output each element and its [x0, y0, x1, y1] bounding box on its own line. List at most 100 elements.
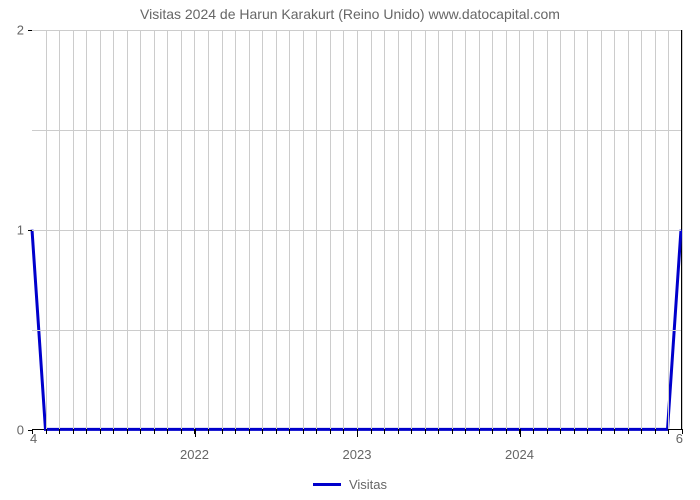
- grid-line-v: [303, 30, 304, 429]
- grid-line-v: [113, 30, 114, 429]
- grid-line-v: [167, 30, 168, 429]
- y-tick-mark: [28, 30, 32, 31]
- x-tick-major: [195, 429, 196, 437]
- x-tick-minor: [425, 429, 426, 434]
- grid-line-v: [235, 30, 236, 429]
- x-tick-minor: [411, 429, 412, 434]
- x-tick-label: 2022: [180, 447, 209, 462]
- x-tick-minor: [86, 429, 87, 434]
- x-tick-minor: [276, 429, 277, 434]
- x-tick-minor: [438, 429, 439, 434]
- x-tick-minor: [235, 429, 236, 434]
- grid-line-v: [262, 30, 263, 429]
- x-tick-minor: [249, 429, 250, 434]
- grid-line-v: [411, 30, 412, 429]
- x-tick-minor: [614, 429, 615, 434]
- grid-line-v: [59, 30, 60, 429]
- grid-line-v: [343, 30, 344, 429]
- grid-line-v: [506, 30, 507, 429]
- x-tick-minor: [587, 429, 588, 434]
- grid-line-v: [519, 30, 520, 429]
- y-tick-label: 2: [17, 23, 24, 38]
- x-tick-minor: [533, 429, 534, 434]
- x-tick-minor: [316, 429, 317, 434]
- x-tick-minor: [208, 429, 209, 434]
- grid-line-v: [46, 30, 47, 429]
- legend-label: Visitas: [349, 477, 387, 492]
- x-tick-minor: [384, 429, 385, 434]
- plot-area: 01220222023202446: [32, 30, 682, 430]
- x-tick-label: 2024: [505, 447, 534, 462]
- grid-line-v: [425, 30, 426, 429]
- grid-line-v: [194, 30, 195, 429]
- x-corner-right: 6: [676, 431, 683, 446]
- grid-line-v: [641, 30, 642, 429]
- x-tick-minor: [59, 429, 60, 434]
- x-tick-minor: [506, 429, 507, 434]
- grid-line-v: [438, 30, 439, 429]
- x-tick-minor: [492, 429, 493, 434]
- grid-line-v: [587, 30, 588, 429]
- grid-line-v: [154, 30, 155, 429]
- x-tick-minor: [655, 429, 656, 434]
- x-tick-minor: [73, 429, 74, 434]
- chart-container: Visitas 2024 de Harun Karakurt (Reino Un…: [0, 0, 700, 500]
- x-tick-minor: [547, 429, 548, 434]
- grid-line-v: [208, 30, 209, 429]
- grid-line-v: [249, 30, 250, 429]
- x-tick-label: 2023: [343, 447, 372, 462]
- x-tick-minor: [127, 429, 128, 434]
- grid-line-v: [547, 30, 548, 429]
- grid-line-v: [140, 30, 141, 429]
- x-tick-minor: [46, 429, 47, 434]
- x-tick-minor: [560, 429, 561, 434]
- x-tick-minor: [154, 429, 155, 434]
- grid-line-v: [384, 30, 385, 429]
- x-tick-minor: [465, 429, 466, 434]
- grid-line-v: [601, 30, 602, 429]
- grid-line-v: [614, 30, 615, 429]
- grid-line-v: [682, 30, 683, 429]
- grid-line-v: [398, 30, 399, 429]
- x-tick-minor: [100, 429, 101, 434]
- legend-swatch: [313, 483, 341, 486]
- x-tick-minor: [303, 429, 304, 434]
- x-tick-minor: [601, 429, 602, 434]
- x-tick-minor: [113, 429, 114, 434]
- x-tick-minor: [641, 429, 642, 434]
- x-tick-minor: [398, 429, 399, 434]
- x-tick-minor: [262, 429, 263, 434]
- x-tick-minor: [628, 429, 629, 434]
- grid-line-v: [100, 30, 101, 429]
- grid-line-v: [276, 30, 277, 429]
- grid-line-v: [492, 30, 493, 429]
- x-tick-minor: [167, 429, 168, 434]
- grid-line-v: [73, 30, 74, 429]
- grid-line-v: [628, 30, 629, 429]
- grid-line-v: [533, 30, 534, 429]
- grid-line-v: [574, 30, 575, 429]
- x-tick-minor: [668, 429, 669, 434]
- x-tick-minor: [452, 429, 453, 434]
- grid-line-v: [357, 30, 358, 429]
- chart-title: Visitas 2024 de Harun Karakurt (Reino Un…: [0, 6, 700, 22]
- x-tick-minor: [343, 429, 344, 434]
- grid-line-v: [289, 30, 290, 429]
- y-tick-label: 0: [17, 423, 24, 438]
- y-tick-mark: [28, 230, 32, 231]
- grid-line-v: [371, 30, 372, 429]
- x-tick-minor: [330, 429, 331, 434]
- x-tick-minor: [140, 429, 141, 434]
- x-tick-minor: [289, 429, 290, 434]
- x-corner-left: 4: [30, 431, 37, 446]
- grid-line-v: [479, 30, 480, 429]
- grid-line-v: [86, 30, 87, 429]
- x-tick-minor: [479, 429, 480, 434]
- x-tick-minor: [181, 429, 182, 434]
- grid-line-v: [560, 30, 561, 429]
- x-tick-major: [520, 429, 521, 437]
- grid-line-v: [330, 30, 331, 429]
- grid-line-v: [316, 30, 317, 429]
- x-tick-minor: [574, 429, 575, 434]
- x-tick-major: [357, 429, 358, 437]
